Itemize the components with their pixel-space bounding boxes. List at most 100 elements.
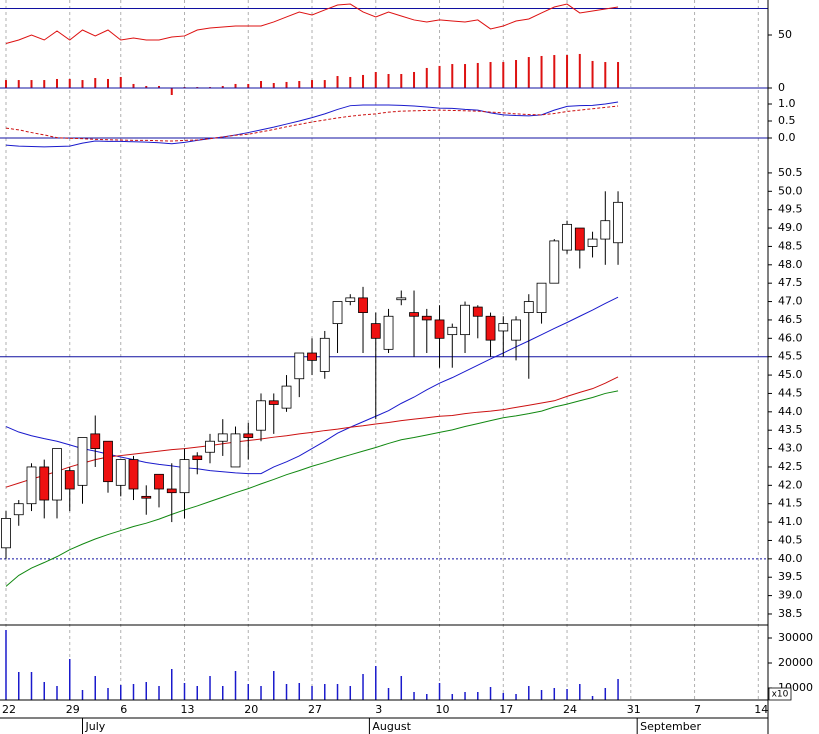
candle-body (574, 227, 585, 251)
momentum-bar (374, 71, 377, 88)
momentum-bar (362, 74, 365, 88)
momentum-bar (489, 62, 492, 88)
momentum-bar (311, 80, 314, 88)
y-tick-label: 30000 (778, 631, 813, 644)
momentum-bar (170, 88, 173, 95)
momentum-bar (527, 57, 530, 88)
momentum-bar (158, 85, 161, 88)
momentum-bar (30, 80, 33, 88)
x-tick-label: 20 (244, 703, 258, 716)
candle-body (268, 400, 279, 405)
momentum-bar (425, 67, 428, 88)
candle-body (243, 433, 254, 438)
candle-body (511, 319, 521, 341)
scale-box (768, 687, 792, 701)
momentum-bar (617, 62, 620, 88)
candle-body (39, 466, 50, 501)
momentum-bar (604, 62, 607, 88)
x-tick-label: 10 (436, 703, 450, 716)
y-tick-label: 48.0 (778, 258, 803, 271)
y-tick-label: 46.5 (778, 313, 803, 326)
y-tick-label: 45.0 (778, 368, 803, 381)
candle-body (447, 326, 458, 336)
momentum-bar (68, 78, 71, 88)
y-tick-label: 0 (778, 81, 785, 94)
y-tick-label: 50.5 (778, 166, 803, 179)
candle-body (332, 301, 343, 325)
candle-body (192, 455, 203, 461)
y-tick-label: 49.5 (778, 203, 803, 216)
candle-body (217, 433, 228, 442)
y-tick-label: 0.5 (778, 114, 796, 127)
momentum-bar (553, 55, 556, 88)
y-tick-label: 42.0 (778, 478, 803, 491)
momentum-bar (107, 78, 110, 88)
y-tick-label: 39.0 (778, 589, 803, 602)
momentum-bar (566, 55, 569, 88)
momentum-bar (451, 64, 454, 88)
y-tick-label: 40.5 (778, 533, 803, 546)
candle-body (77, 437, 88, 486)
candle-body (434, 319, 445, 339)
y-tick-label: 20000 (778, 656, 813, 669)
momentum-bar (336, 76, 339, 88)
y-tick-label: 48.5 (778, 239, 803, 252)
momentum-bar (81, 80, 84, 88)
momentum-bar (387, 74, 390, 88)
candle-body (421, 315, 432, 321)
candle-body (13, 503, 24, 516)
y-tick-label: 40.0 (778, 552, 803, 565)
candle-body (1, 518, 11, 549)
candle-body (345, 297, 356, 302)
moving-average (5, 390, 619, 587)
momentum-bar (247, 83, 250, 88)
y-tick-label: 41.0 (778, 515, 803, 528)
momentum-bar (515, 60, 518, 88)
momentum-bar (349, 76, 352, 88)
y-tick-label: 43.0 (778, 442, 803, 455)
momentum-bar (298, 81, 301, 88)
momentum-bar (4, 80, 7, 88)
candle-body (307, 352, 317, 361)
y-tick-label: 49.0 (778, 221, 803, 234)
momentum-bar (132, 83, 135, 88)
y-tick-label: 50 (778, 28, 792, 41)
candle-body (294, 352, 305, 380)
candle-body (166, 488, 177, 494)
month-label: September (640, 720, 701, 733)
y-tick-label: 41.5 (778, 497, 803, 510)
momentum-bar (234, 83, 237, 88)
y-tick-label: 39.5 (778, 570, 803, 583)
x-tick-label: 7 (694, 703, 701, 716)
momentum-bar (260, 81, 263, 88)
candle-body (26, 466, 37, 505)
momentum-bar (272, 83, 275, 88)
momentum-bar (285, 81, 288, 88)
candle-body (485, 315, 496, 341)
rsi-line (5, 3, 619, 44)
candle-body (256, 400, 266, 431)
y-tick-label: 38.5 (778, 607, 803, 620)
candle-body (103, 440, 113, 483)
y-tick-label: 0.0 (778, 131, 796, 144)
momentum-bar (119, 76, 122, 88)
momentum-bar (438, 65, 441, 88)
candle-body (205, 440, 215, 453)
candle-body (587, 238, 598, 247)
x-tick-label: 3 (375, 703, 382, 716)
y-tick-label: 43.5 (778, 423, 803, 436)
momentum-bar (17, 80, 20, 88)
candle-body (179, 459, 190, 494)
candle-body (536, 282, 547, 313)
candle-body (319, 337, 330, 372)
candle-body (52, 448, 62, 501)
x-tick-label: 13 (181, 703, 195, 716)
candle-body (383, 315, 394, 350)
candle-body (64, 470, 75, 490)
momentum-bar (323, 80, 326, 88)
candle-body (141, 495, 152, 499)
y-tick-label: 47.0 (778, 295, 803, 308)
candle-body (358, 297, 368, 313)
x-tick-label: 24 (563, 703, 577, 716)
